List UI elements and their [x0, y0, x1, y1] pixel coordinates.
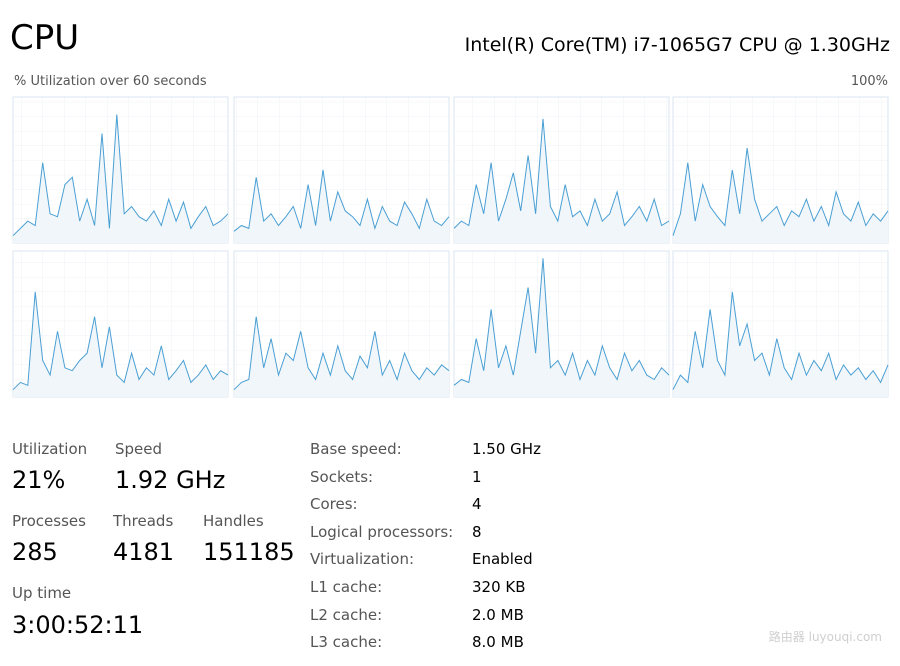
utilization-line: [672, 291, 889, 390]
detail-value: 1.50 GHz: [472, 440, 541, 458]
utilization-area: [13, 114, 228, 243]
utilization-area: [13, 291, 228, 397]
utilization-line: [453, 118, 670, 229]
detail-label: Virtualization:: [310, 550, 415, 569]
detail-label: Logical processors:: [310, 522, 454, 541]
page-title: CPU: [10, 18, 80, 58]
stat-value: 3:00:52:11: [12, 611, 144, 639]
utilization-area: [673, 148, 888, 243]
utilization-line: [12, 114, 229, 237]
utilization-area: [454, 258, 669, 397]
utilization-area: [673, 291, 888, 397]
stat-label: Threads: [113, 512, 174, 530]
stat-label: Utilization: [12, 440, 88, 458]
graph-max: 100%: [850, 74, 888, 89]
stat-label: Processes: [12, 512, 86, 530]
detail-value: 2.0 MB: [472, 605, 524, 624]
graphs: [12, 96, 889, 398]
stat-value: 21%: [12, 466, 66, 494]
utilization-area: [454, 118, 669, 243]
utilization-area: [234, 316, 449, 397]
detail-label: Sockets:: [310, 467, 374, 486]
utilization-line: [453, 258, 670, 386]
detail-label: Base speed:: [310, 440, 402, 458]
graph-label: % Utilization over 60 seconds: [14, 74, 207, 89]
stat-value: 1.92 GHz: [115, 466, 226, 494]
detail-value: 8.0 MB: [472, 633, 524, 652]
stat-label: Up time: [12, 584, 72, 602]
detail-value: Enabled: [472, 550, 533, 569]
watermark: 路由器 luyouqi.com: [768, 630, 882, 644]
detail-value: 8: [472, 522, 482, 541]
detail-label: L3 cache:: [310, 633, 383, 652]
utilization-line: [233, 316, 450, 391]
detail-label: L1 cache:: [310, 578, 383, 596]
stat-label: Speed: [115, 440, 163, 458]
detail-value: 1: [472, 467, 482, 486]
stat-value: 285: [12, 538, 58, 566]
detail-label: Cores:: [310, 495, 358, 514]
detail-label: L2 cache:: [310, 605, 383, 624]
detail-value: 4: [472, 495, 482, 514]
stat-value: 4181: [113, 538, 175, 566]
utilization-line: [233, 169, 450, 232]
stat-label: Handles: [203, 512, 264, 530]
processor-name: Intel(R) Core(TM) i7-1065G7 CPU @ 1.30GH…: [464, 34, 890, 56]
utilization-line: [672, 148, 889, 236]
stat-value: 151185: [203, 538, 295, 566]
utilization-line: [12, 291, 229, 391]
detail-value: 320 KB: [472, 578, 526, 596]
